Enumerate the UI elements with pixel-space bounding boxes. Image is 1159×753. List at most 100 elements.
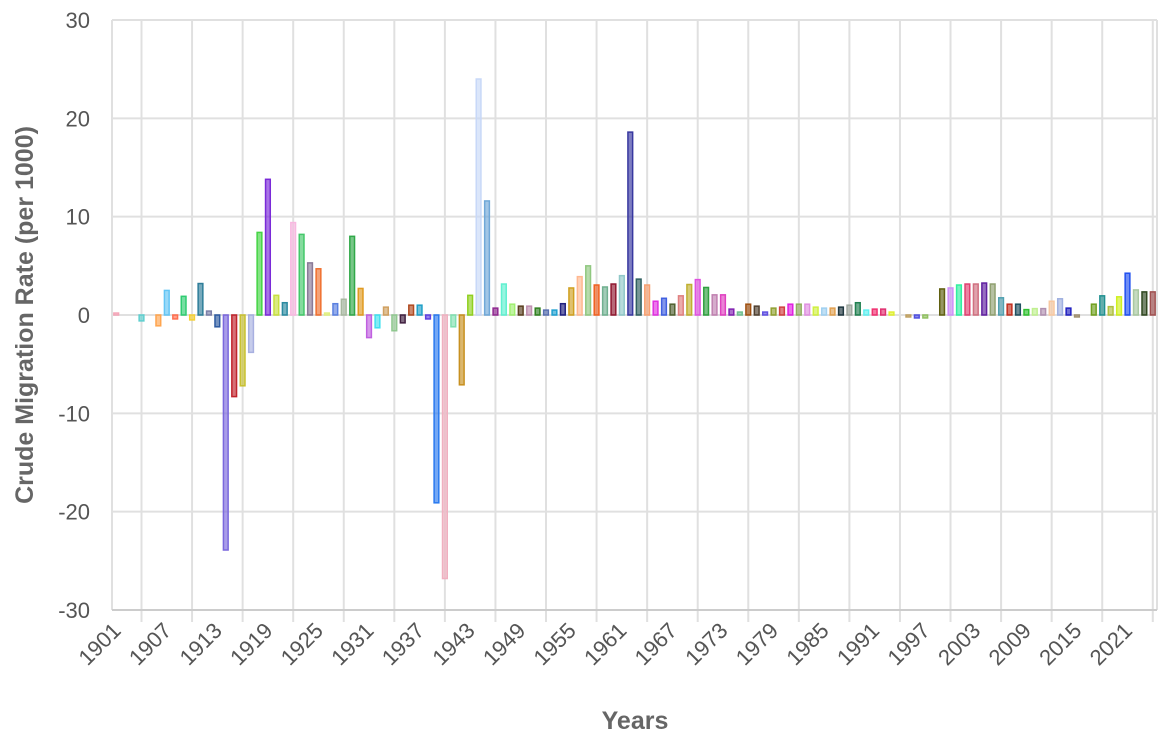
bar-1995 [905,314,912,318]
bar-1941 [450,314,457,328]
bar-1939 [433,314,440,504]
x-tick-label: 1943 [427,618,479,670]
bar-1907 [163,289,170,316]
bar-2010 [1031,307,1038,316]
bars [113,78,1156,580]
bar-1908 [172,314,179,320]
bar-1924 [306,262,314,316]
x-tick-label: 1967 [630,618,682,670]
bar-1986 [829,307,836,316]
bar-1936 [408,304,415,316]
x-tick-label: 1913 [175,618,227,670]
bar-2015 [1073,314,1081,318]
bar-1961 [618,274,625,316]
bar-1954 [559,302,566,316]
bar-2011 [1040,307,1047,316]
bar-2008 [1014,303,1022,316]
bar-1966 [660,297,668,316]
x-tick-label: 2009 [984,618,1036,670]
bar-2000 [947,287,954,316]
bar-1920 [273,294,280,316]
bar-1910 [188,314,196,321]
x-tick-label: 1937 [377,618,429,670]
bar-2023 [1141,291,1148,316]
bar-1960 [610,283,617,316]
bar-2001 [955,284,963,316]
bar-1948 [509,303,516,316]
bar-1999 [938,288,946,316]
bar-1912 [205,310,213,316]
y-tick-label: 30 [66,8,90,33]
x-tick-label: 1973 [680,618,732,670]
x-tick-label: 1925 [276,618,328,670]
bar-1918 [256,231,263,316]
bar-1992 [879,308,887,316]
x-axis-label: Years [602,707,669,735]
bar-2018 [1099,295,1106,316]
bar-1950 [526,305,533,316]
bar-1974 [728,308,735,316]
bar-1922 [290,221,297,316]
bar-2005 [989,283,996,316]
bar-1981 [787,303,794,316]
bar-1959 [601,286,609,316]
x-tick-label: 1949 [478,618,530,670]
bar-1915 [231,314,238,398]
y-axis-label: Crude Migration Rate (per 1000) [11,126,39,504]
bar-1949 [517,305,524,316]
y-tick-label: 10 [66,205,90,230]
bar-1955 [568,287,575,316]
bar-2013 [1056,298,1064,316]
y-tick-label: -30 [58,598,90,623]
bar-1989 [854,301,861,316]
bar-2014 [1065,307,1072,316]
bar-2020 [1115,296,1123,316]
bar-1904 [138,314,145,322]
bar-1976 [745,303,752,316]
bar-1944 [475,78,482,316]
bar-1945 [483,200,491,316]
bar-2006 [997,297,1005,316]
bar-1933 [382,306,390,316]
bar-1901 [113,312,120,316]
bar-1978 [762,311,769,316]
bar-1963 [635,278,642,316]
bar-2003 [972,283,979,316]
bar-1962 [627,131,634,316]
bar-1943 [467,294,474,316]
x-tick-label: 1985 [781,618,833,670]
bar-1927 [332,302,339,316]
bar-1965 [652,300,659,316]
y-tick-label: -20 [58,500,90,525]
x-tick-label: 1961 [579,618,631,670]
bar-1923 [298,233,305,316]
x-tick-label: 2021 [1085,618,1137,670]
bar-1930 [357,287,364,316]
bar-1977 [753,305,760,316]
bar-1988 [846,304,853,316]
bar-1973 [719,294,727,316]
bar-1979 [770,307,777,316]
bar-1980 [778,306,786,316]
bar-1970 [694,278,701,316]
bar-1967 [669,303,676,316]
bar-1957 [585,265,592,316]
x-tick-label: 1931 [326,618,378,670]
bar-1914 [222,314,229,551]
bar-1964 [644,284,651,316]
bar-1984 [812,306,819,316]
bar-1990 [863,309,870,316]
bar-1916 [239,314,246,387]
x-tick-label: 1901 [73,618,125,670]
bar-1906 [155,314,162,327]
bar-1934 [391,314,398,332]
bar-1931 [365,314,373,339]
x-tick-label: 1907 [124,618,176,670]
bar-1911 [197,282,204,316]
y-tick-labels: -30 -20 -10 0 10 20 30 [58,8,90,623]
bar-1921 [281,301,288,316]
bar-2024 [1149,291,1156,316]
x-tick-label: 1955 [529,618,581,670]
bar-2017 [1090,303,1097,316]
